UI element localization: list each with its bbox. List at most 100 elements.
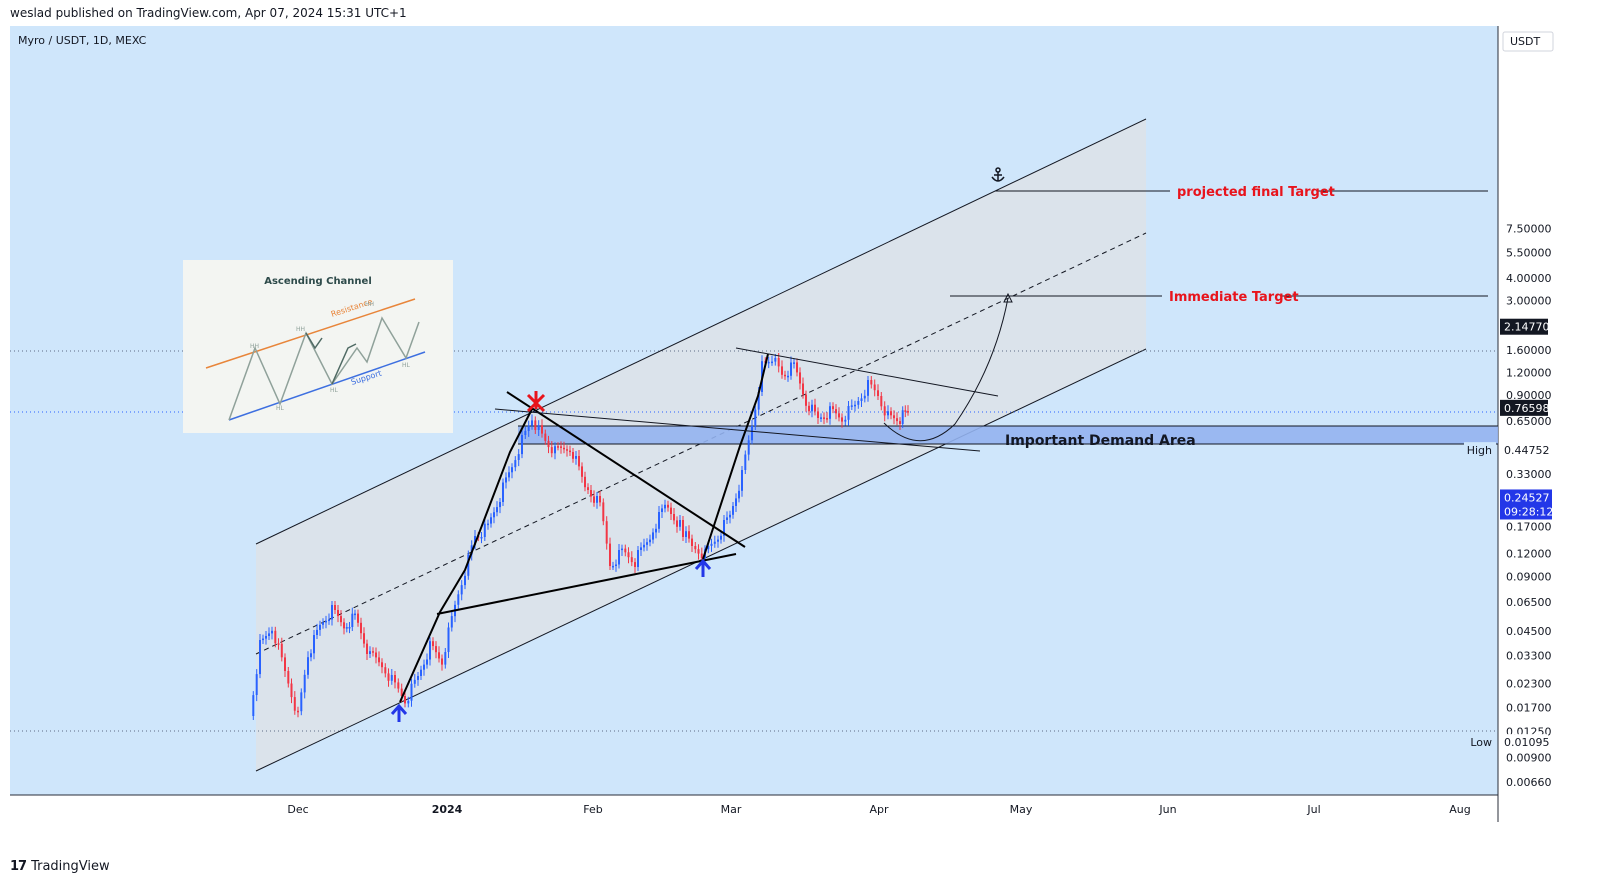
- y-tick-label: 0.09000: [1506, 570, 1552, 583]
- candle-body: [560, 446, 562, 448]
- x-tick-label: Dec: [287, 803, 308, 816]
- candle-body: [723, 520, 725, 536]
- candle-body: [372, 651, 374, 653]
- candle-body: [554, 446, 556, 454]
- candle-body: [860, 398, 863, 401]
- candle-body: [738, 490, 740, 499]
- y-tick-label: 7.50000: [1506, 222, 1552, 235]
- candle-body: [814, 404, 816, 412]
- tradingview-logo-icon: 17: [10, 859, 27, 874]
- ascending-channel-inset: Ascending Channel Resistance Support HH …: [183, 260, 453, 433]
- candle-body: [265, 636, 267, 639]
- y-tick-label: 1.20000: [1506, 367, 1552, 380]
- candle-body: [575, 456, 577, 459]
- candle-body: [390, 675, 393, 681]
- y-tick-label: 0.03300: [1506, 649, 1552, 662]
- x-tick-label: Aug: [1449, 803, 1470, 816]
- candle-body: [547, 440, 550, 448]
- price-marker-name: High: [1467, 444, 1492, 457]
- footer-brand[interactable]: 17 TradingView: [10, 859, 110, 874]
- time-axis[interactable]: [10, 795, 1556, 822]
- candle-body: [447, 627, 450, 652]
- candle-body: [450, 616, 453, 628]
- brand-name: TradingView: [31, 859, 110, 874]
- candle-body: [832, 406, 834, 410]
- candle-body: [627, 552, 630, 558]
- candle-body: [658, 512, 660, 529]
- impulse-leg-1: [399, 408, 533, 703]
- projection-curve: [883, 297, 1009, 442]
- price-marker-value: 0.01095: [1504, 736, 1550, 749]
- currency-button[interactable]: [1502, 31, 1554, 52]
- price-markers: 2.14770 0.76598 0.44752 High 0.2452709:28:12…: [1464, 318, 1553, 751]
- candle-body: [694, 546, 697, 550]
- candle-body: [805, 394, 807, 406]
- candle-body: [781, 366, 783, 375]
- chart-area[interactable]: Myro / USDT, 1D, MEXC Important Demand A…: [10, 26, 1556, 852]
- y-tick-label: 1.60000: [1506, 344, 1552, 357]
- candle-body: [850, 405, 853, 407]
- y-tick-label: 0.04500: [1506, 625, 1552, 638]
- candle-body: [381, 662, 383, 668]
- candle-body: [685, 531, 687, 537]
- x-tick-label: Apr: [869, 803, 889, 816]
- candle-body: [490, 517, 492, 524]
- channel-fill: [256, 119, 1146, 771]
- candle-body: [423, 664, 425, 670]
- candle-body: [870, 380, 873, 385]
- candle-body: [713, 541, 716, 544]
- x-tick-label: 2024: [432, 803, 463, 816]
- x-tick-label: Jun: [1158, 803, 1176, 816]
- thin-trend-line: [494, 408, 981, 452]
- price-marker: [1500, 442, 1548, 459]
- candle-body: [521, 435, 523, 455]
- pattern-lines: [399, 353, 769, 703]
- candle-body: [729, 514, 731, 518]
- candle-body: [438, 652, 440, 659]
- candle-body: [343, 622, 345, 629]
- candle-body: [328, 619, 330, 621]
- candle-body: [397, 682, 400, 689]
- candle-body: [268, 633, 270, 636]
- candle-body: [578, 456, 580, 467]
- candle-body: [255, 674, 258, 695]
- candle-body: [366, 643, 368, 654]
- y-tick-label: 0.17000: [1506, 520, 1552, 533]
- candle-body: [426, 659, 428, 665]
- y-tick-label: 5.50000: [1506, 247, 1552, 260]
- candle-body: [316, 629, 318, 635]
- candle-body: [464, 575, 466, 586]
- svg-text:HL: HL: [276, 405, 285, 412]
- candle-body: [581, 466, 583, 477]
- time-axis-labels: Dec 2024 Feb Mar Apr May Jun Jul Aug: [287, 803, 1470, 816]
- candle-body: [394, 675, 396, 683]
- price-chart[interactable]: Myro / USDT, 1D, MEXC Important Demand A…: [10, 26, 1556, 852]
- candle-body: [634, 562, 636, 567]
- price-marker: [1500, 399, 1548, 416]
- candle-body: [691, 538, 693, 546]
- candle-body: [499, 502, 501, 508]
- candle-body: [612, 565, 614, 568]
- y-tick-label: 0.65000: [1506, 415, 1552, 428]
- y-tick-label: 0.01700: [1506, 702, 1552, 715]
- candle-body: [271, 630, 273, 634]
- candle-body: [541, 425, 543, 434]
- candle-body: [767, 361, 770, 364]
- candle-body: [799, 372, 801, 384]
- candle-body: [407, 700, 410, 704]
- candle-body: [637, 550, 639, 567]
- candle-body: [899, 421, 901, 424]
- candle-body: [354, 613, 356, 616]
- price-marker: [1500, 734, 1548, 751]
- candle-body: [857, 401, 860, 405]
- x-tick-label: Jul: [1306, 803, 1320, 816]
- y-tick-label: 4.00000: [1506, 272, 1552, 285]
- candle-body: [667, 504, 669, 508]
- descending-trend-line: [735, 347, 999, 397]
- candle-body: [771, 361, 773, 364]
- candle-body: [735, 498, 737, 506]
- candle-body: [646, 542, 648, 545]
- candle-body: [890, 411, 892, 416]
- candle-body: [534, 420, 537, 430]
- candle-body: [537, 425, 540, 430]
